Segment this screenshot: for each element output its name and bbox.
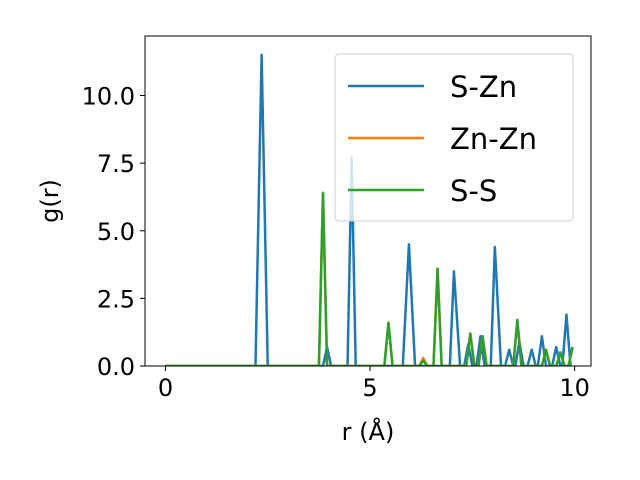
y-tick-label: 2.5 (97, 285, 135, 313)
x-tick-label: 10 (559, 374, 590, 402)
legend-label-s-s: S-S (450, 174, 497, 208)
legend-label-zn-zn: Zn-Zn (450, 122, 537, 156)
y-axis-label: g(r) (36, 179, 64, 223)
x-axis-label: r (Å) (342, 417, 395, 446)
series-line-s-s (165, 191, 574, 366)
series-line-s-zn (165, 53, 572, 366)
x-tick-label: 0 (158, 374, 173, 402)
series-layer (165, 53, 574, 366)
y-axis: 0.0 2.5 5.0 7.5 10.0 (82, 83, 145, 381)
legend-label-s-zn: S-Zn (450, 70, 517, 104)
x-tick-label: 5 (362, 374, 377, 402)
legend-box (334, 53, 574, 222)
y-tick-label: 10.0 (82, 83, 135, 111)
x-axis: 0 5 10 (158, 366, 590, 402)
y-tick-label: 0.0 (97, 353, 135, 381)
y-tick-label: 5.0 (97, 218, 135, 246)
y-tick-label: 7.5 (97, 150, 135, 178)
legend: S-Zn Zn-Zn S-S (334, 53, 574, 222)
plot-frame (144, 35, 592, 367)
